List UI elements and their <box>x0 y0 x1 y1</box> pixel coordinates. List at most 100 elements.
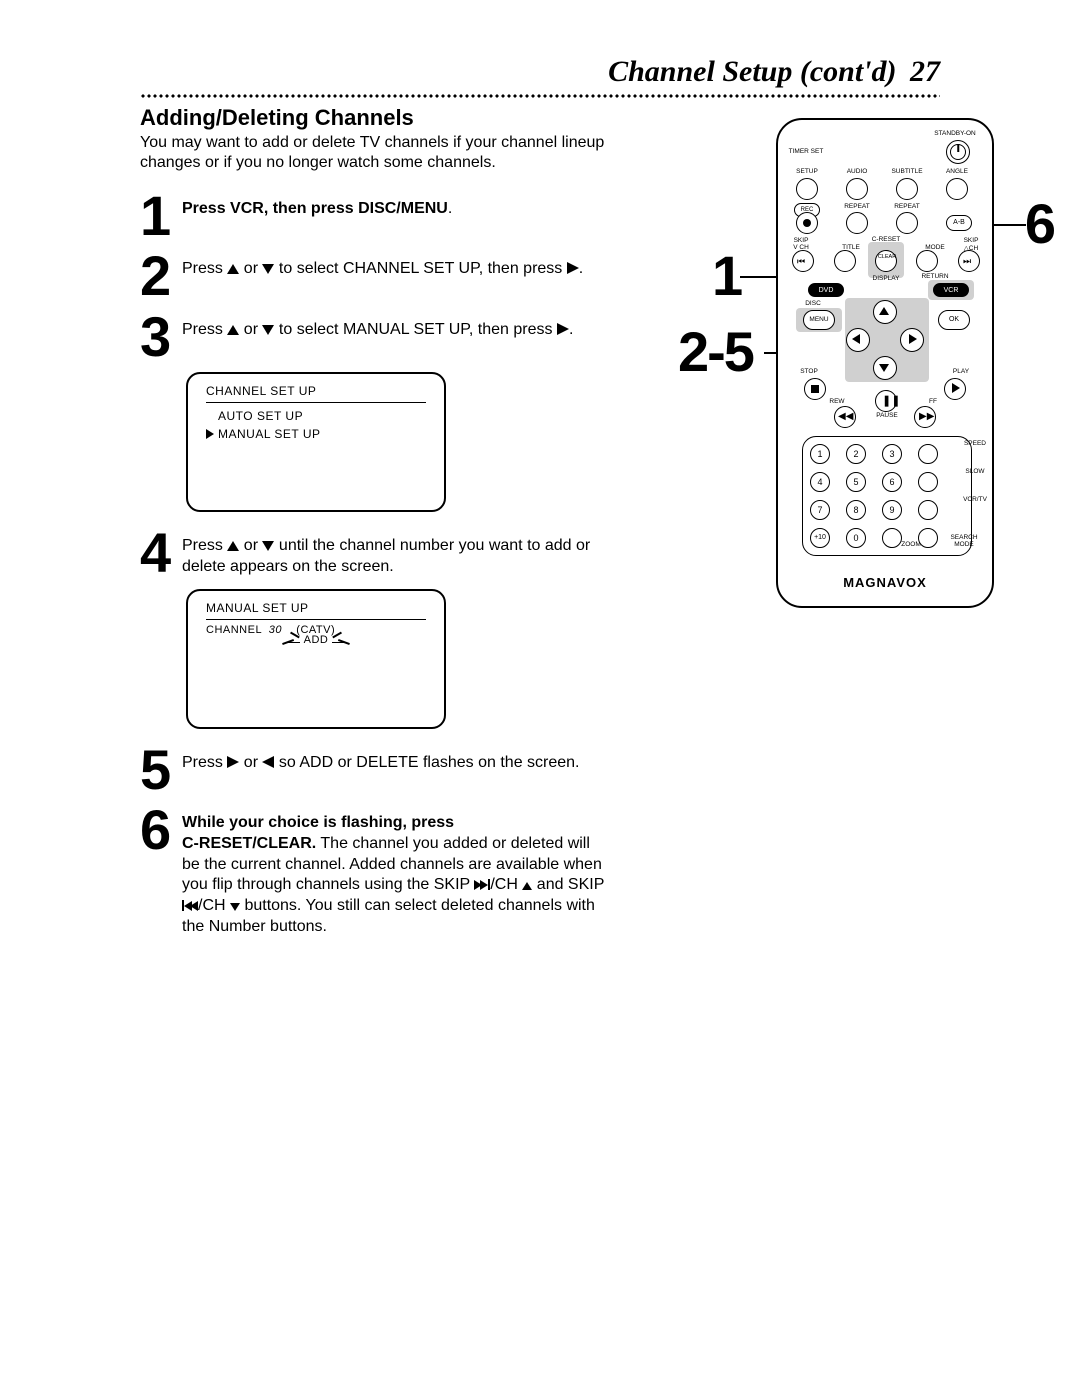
num-0: 0 <box>846 528 866 548</box>
num-9: 9 <box>882 500 902 520</box>
osd-add-flash: ADD <box>206 634 426 646</box>
stop-label: STOP <box>794 368 824 375</box>
speed-label: SPEED <box>960 440 990 447</box>
t: so ADD or DELETE flashes on the screen. <box>274 754 579 771</box>
audio-label: AUDIO <box>840 168 874 175</box>
add-text: ADD <box>304 634 329 646</box>
t: and SKIP <box>532 876 604 893</box>
page-number: 27 <box>910 55 940 88</box>
ab-pill: A-B <box>946 215 972 231</box>
down-arrow-icon <box>262 264 274 274</box>
ff-button: ▶▶ <box>914 406 936 428</box>
title-label: TITLE <box>834 244 868 251</box>
t: While your choice is flashing, press <box>182 814 454 831</box>
pause-button: ❚❚ <box>875 390 897 412</box>
display-label: DISPLAY <box>866 275 906 282</box>
t: /CH <box>198 897 230 914</box>
repeat2-label: REPEAT <box>890 203 924 210</box>
t: buttons. You still can select deleted ch… <box>182 897 595 935</box>
right-arrow-icon <box>567 262 579 274</box>
slow-label: SLOW <box>960 468 990 475</box>
vcr-pill: VCR <box>933 283 969 297</box>
step-number: 1 <box>140 191 182 241</box>
callout-2-5: 2-5 <box>678 324 753 380</box>
num-3: 3 <box>882 444 902 464</box>
slow-button <box>918 472 938 492</box>
t: Press <box>182 321 227 338</box>
t: or <box>239 537 262 554</box>
num-8: 8 <box>846 500 866 520</box>
standby-button <box>946 140 970 164</box>
skip-next-button: ⏭ <box>958 250 980 272</box>
step-body: Press or until the channel number you wa… <box>182 528 610 578</box>
num-2: 2 <box>846 444 866 464</box>
title-button <box>834 250 856 272</box>
step-number: 4 <box>140 528 182 578</box>
mode-button <box>916 250 938 272</box>
dvd-pill: DVD <box>808 283 844 297</box>
brand-logo: MAGNAVOX <box>778 575 992 590</box>
step-body: While your choice is flashing, press C-R… <box>182 805 610 938</box>
ff-label: FF <box>918 398 948 405</box>
stop-button <box>804 378 826 400</box>
play-label: PLAY <box>946 368 976 375</box>
dpad-right <box>900 328 924 352</box>
num-4: 4 <box>810 472 830 492</box>
step-body: Press VCR, then press DISC/MENU. <box>182 191 452 220</box>
up-arrow-icon <box>227 541 239 551</box>
remote-illustration: 1 2-5 6 STANDBY-ON TIMER SET SETUP AUDIO… <box>734 118 1024 608</box>
t: C-RESET/CLEAR. <box>182 835 316 852</box>
repeat-button <box>846 212 868 234</box>
step-body: Press or to select CHANNEL SET UP, then … <box>182 251 583 280</box>
num-6: 6 <box>882 472 902 492</box>
ch-up-icon <box>522 882 532 890</box>
timer-label: TIMER SET <box>786 148 826 155</box>
skip-fwd-icon <box>480 880 488 890</box>
title-text: Channel Setup (cont'd) <box>608 55 896 88</box>
t: or <box>239 260 262 277</box>
num-7: 7 <box>810 500 830 520</box>
pause-label: PAUSE <box>870 412 904 419</box>
search-button <box>918 528 938 548</box>
osd-manual: MANUAL SET UP <box>218 427 321 441</box>
number-pad: 1 2 3 4 5 6 7 8 9 +10 0 <box>810 444 954 556</box>
step-1: 1 Press VCR, then press DISC/MENU. <box>140 191 610 241</box>
angle-button <box>946 178 968 200</box>
right-arrow-icon <box>227 756 239 768</box>
page-title: Channel Setup (cont'd) 27 <box>140 55 940 89</box>
disc-label: DISC <box>798 300 828 307</box>
step-5: 5 Press or so ADD or DELETE flashes on t… <box>140 745 610 795</box>
skip-label: SKIPV CH <box>784 237 818 251</box>
t: . <box>569 321 573 338</box>
left-arrow-icon <box>262 756 274 768</box>
down-arrow-icon <box>262 541 274 551</box>
callout-1: 1 <box>712 248 741 304</box>
dpad <box>846 300 924 380</box>
t: or <box>239 754 262 771</box>
step-1-bold: Press VCR, then press DISC/MENU <box>182 200 448 217</box>
step-1-end: . <box>448 200 452 217</box>
t: to select CHANNEL SET UP, then press <box>274 260 566 277</box>
vcrtv-label: VCR/TV <box>960 496 990 503</box>
standby-label: STANDBY-ON <box>930 130 980 137</box>
num-5: 5 <box>846 472 866 492</box>
step-number: 2 <box>140 251 182 301</box>
step-number: 3 <box>140 312 182 362</box>
osd-channel-setup: CHANNEL SET UP AUTO SET UP MANUAL SET UP <box>186 372 446 512</box>
num-1: 1 <box>810 444 830 464</box>
step-2: 2 Press or to select CHANNEL SET UP, the… <box>140 251 610 301</box>
osd-manual-setup: MANUAL SET UP CHANNEL 30 (CATV) ADD <box>186 589 446 729</box>
rew-button: ◀◀ <box>834 406 856 428</box>
osd-title: CHANNEL SET UP <box>206 384 426 403</box>
t: Press <box>182 754 227 771</box>
menu-button: MENU <box>803 310 835 330</box>
step-4: 4 Press or until the channel number you … <box>140 528 610 578</box>
subtitle-button <box>896 178 918 200</box>
callout-6: 6 <box>1025 196 1054 252</box>
remote-body: STANDBY-ON TIMER SET SETUP AUDIO SUBTITL… <box>776 118 994 608</box>
t: to select MANUAL SET UP, then press <box>274 321 557 338</box>
dpad-up <box>873 300 897 324</box>
up-arrow-icon <box>227 325 239 335</box>
t: or <box>239 321 262 338</box>
zoom-button <box>882 528 902 548</box>
